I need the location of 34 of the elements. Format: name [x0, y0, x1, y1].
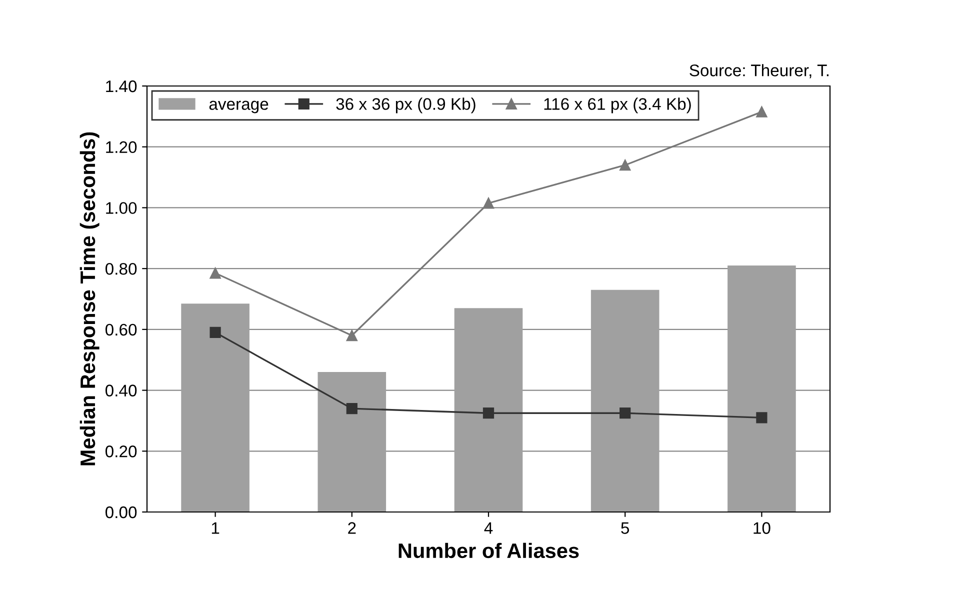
point [482, 408, 494, 419]
bar [318, 372, 386, 512]
point [210, 268, 221, 279]
point [346, 402, 358, 414]
legend-label: 36 x 36 px (0.9 Kb) [336, 98, 476, 114]
y-axis-title: Median Response Time (seconds) [80, 132, 100, 466]
point [210, 326, 221, 338]
source-note: Source: Theurer, T. [690, 64, 828, 78]
x-tick-label: 1 [212, 522, 220, 534]
bar [454, 308, 523, 512]
legend-label: average [209, 100, 268, 114]
y-tick-label: 0.60 [105, 324, 137, 336]
x-axis-title: Number of Aliases [398, 542, 579, 558]
x-tick-label: 10 [754, 522, 770, 534]
x-tick-label: 4 [484, 522, 493, 534]
point [756, 412, 768, 424]
y-tick-label: 0.00 [105, 506, 137, 518]
y-tick-label: 1.40 [106, 80, 137, 92]
y-tick-label: 0.80 [105, 262, 137, 275]
bar [728, 266, 796, 512]
bar [590, 290, 660, 512]
point [620, 408, 631, 419]
legend-label: 116 x 61 px (3.4 Kb) [544, 98, 691, 114]
point [346, 330, 358, 342]
y-tick-label: 1.00 [106, 202, 137, 214]
x-tick-label: 5 [621, 522, 630, 534]
point [482, 198, 494, 209]
point [756, 106, 768, 118]
y-tick-label: 0.20 [105, 446, 137, 458]
x-tick-label: 2 [348, 522, 356, 534]
y-tick-label: 1.20 [106, 141, 137, 154]
point [620, 160, 631, 171]
bar [181, 304, 250, 512]
y-tick-label: 0.40 [105, 384, 137, 396]
